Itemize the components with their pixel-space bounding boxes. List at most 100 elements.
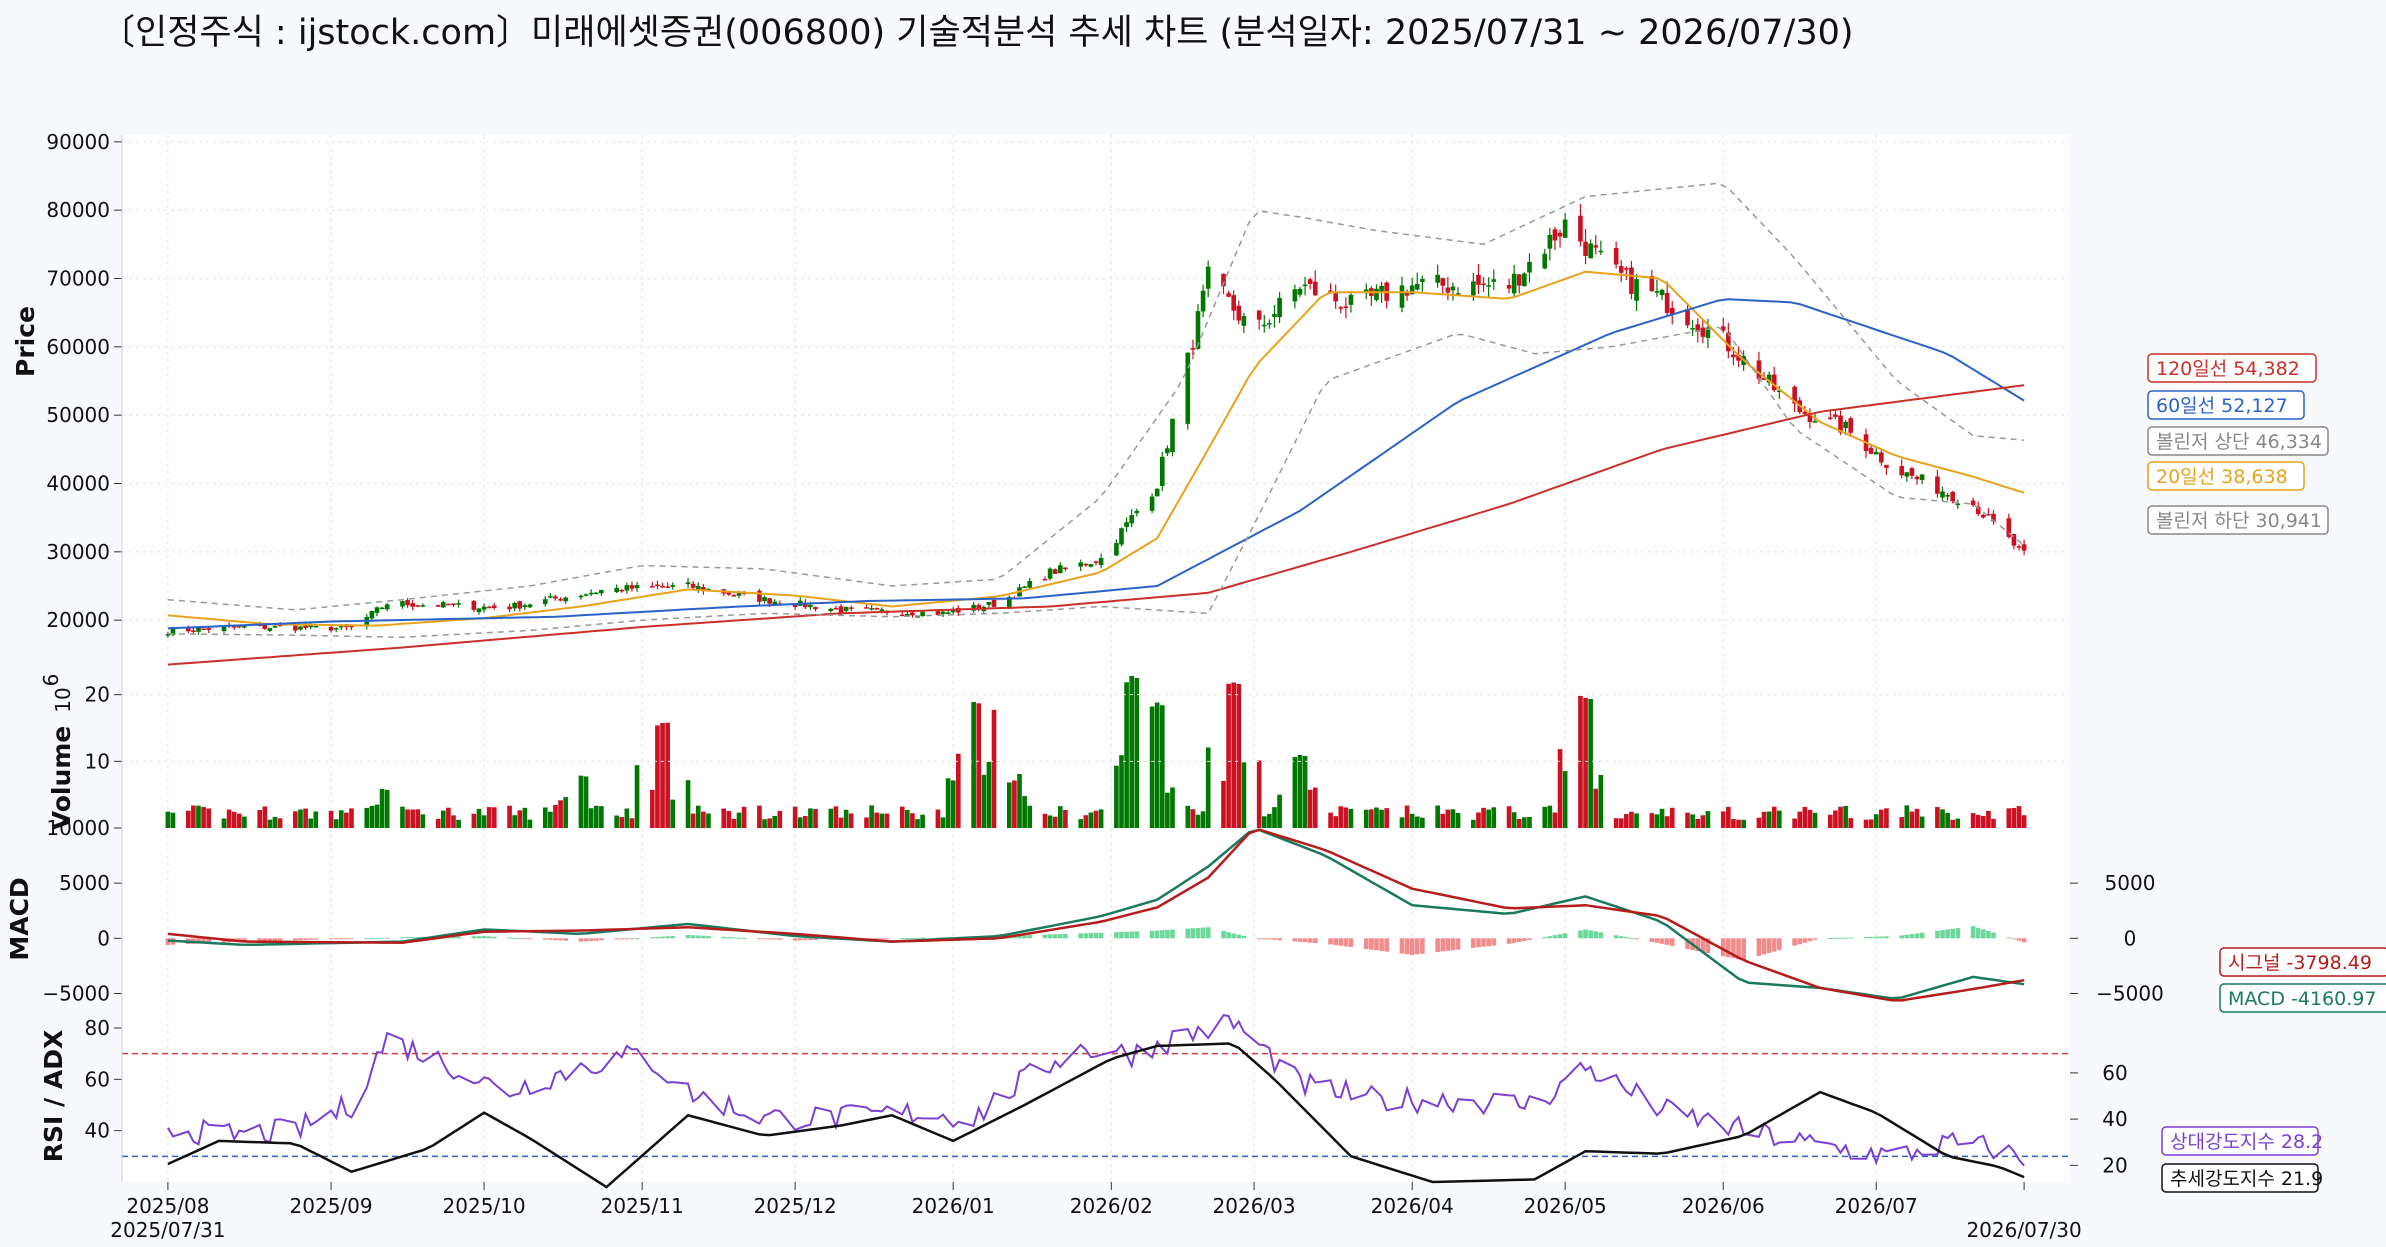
- macd-histogram-bar: [1950, 928, 1956, 939]
- macd-histogram-bar: [1236, 934, 1242, 939]
- macd-histogram-bar: [1919, 932, 1925, 939]
- price-ytick-label: 60000: [46, 335, 110, 359]
- macd-ytick-label-right: 5000: [2105, 871, 2156, 895]
- macd-histogram-bar: [1598, 932, 1604, 939]
- candle-body: [1807, 414, 1813, 422]
- macd-ytick-label-left: 5000: [59, 871, 110, 895]
- macd-histogram-bar: [277, 938, 283, 941]
- price-ytick-label: 90000: [46, 130, 110, 154]
- candle-body: [879, 609, 885, 611]
- volume-bar: [333, 819, 339, 828]
- volume-bar: [1777, 810, 1782, 828]
- volume-bar: [879, 813, 885, 828]
- macd-histogram-bar: [1685, 938, 1690, 949]
- volume-bar: [1185, 805, 1191, 828]
- candle-body: [1047, 568, 1053, 579]
- volume-bar: [206, 808, 212, 828]
- volume-bar: [1547, 805, 1553, 828]
- volume-bar: [1598, 775, 1604, 828]
- volume-bar: [1012, 780, 1017, 828]
- candle-body: [2016, 546, 2022, 548]
- volume-bar: [2016, 806, 2022, 828]
- volume-bar: [242, 816, 247, 828]
- volume-bar: [1114, 765, 1119, 828]
- macd-axis-label: MACD: [5, 877, 34, 960]
- candle-body: [262, 623, 268, 629]
- volume-bar: [384, 789, 390, 828]
- macd-histogram-bar: [1970, 926, 1976, 939]
- macd-histogram-bar: [1756, 938, 1762, 956]
- volume-bar: [1435, 805, 1440, 828]
- candle-body: [1828, 417, 1833, 420]
- candle-body: [655, 584, 660, 587]
- candle-body: [1771, 374, 1777, 391]
- volume-bar: [1649, 813, 1655, 828]
- volume-bar: [1165, 792, 1170, 828]
- volume-bar: [1455, 812, 1461, 828]
- x-tick-label: 2025/10: [443, 1194, 526, 1218]
- macd-histogram-bar: [910, 937, 915, 939]
- volume-bar: [517, 810, 523, 828]
- volume-bar: [563, 797, 568, 828]
- macd-histogram-bar: [486, 936, 492, 939]
- candle-body: [599, 590, 604, 594]
- macd-histogram-bar: [1593, 931, 1599, 939]
- candle-body: [762, 597, 767, 602]
- macd-histogram-bar: [1450, 938, 1456, 951]
- candle-body: [1098, 558, 1104, 566]
- volume-bar: [813, 809, 818, 828]
- candle-body: [1042, 578, 1048, 581]
- candle-body: [1022, 586, 1027, 589]
- macd-histogram-bar: [1904, 934, 1910, 939]
- volume-bar: [1445, 809, 1451, 828]
- volume-bar: [1022, 796, 1027, 828]
- candle-body: [170, 628, 176, 635]
- candle-body: [1511, 273, 1517, 294]
- volume-bar: [772, 816, 778, 828]
- macd-histogram-bar: [1369, 938, 1374, 950]
- price-axis-label: Price: [11, 306, 40, 377]
- volume-bar: [1027, 805, 1033, 828]
- macd-histogram-bar: [267, 938, 273, 941]
- volume-bar: [293, 811, 298, 828]
- candle-body: [848, 607, 854, 609]
- candle-body: [1338, 307, 1344, 309]
- macd-histogram-bar: [553, 938, 558, 941]
- volume-bar: [481, 815, 487, 828]
- macd-histogram-bar: [1022, 935, 1027, 939]
- volume-bar: [1476, 812, 1481, 828]
- candle-body: [1256, 310, 1262, 320]
- candle-body: [1705, 327, 1711, 338]
- candle-body: [1690, 328, 1695, 330]
- volume-bar: [797, 817, 803, 828]
- volume-bar: [619, 817, 625, 828]
- label-macd: MACD -4160.97: [2228, 988, 2376, 1010]
- candle-body: [1736, 354, 1741, 361]
- volume-bar: [1450, 809, 1456, 828]
- volume-bar: [1088, 812, 1094, 828]
- volume-bar: [1736, 819, 1741, 828]
- macd-histogram-bar: [614, 938, 619, 940]
- volume-bar: [1904, 805, 1910, 828]
- volume-bar: [2006, 808, 2012, 828]
- candle-body: [471, 600, 477, 610]
- volume-bar: [1879, 809, 1884, 828]
- volume-bar: [415, 809, 421, 828]
- price-line-bb-lower: [167, 326, 2025, 639]
- volume-bar: [405, 809, 410, 828]
- macd-histogram-bar: [1348, 938, 1354, 948]
- volume-bar: [196, 805, 201, 828]
- volume-bar: [1578, 695, 1583, 828]
- macd-histogram-bar: [1471, 938, 1476, 948]
- volume-bar: [1047, 815, 1053, 828]
- volume-bar: [1297, 754, 1303, 828]
- candle-body: [1838, 415, 1843, 433]
- volume-bar: [1797, 811, 1803, 828]
- volume-bar: [1659, 808, 1665, 828]
- macd-histogram-bar: [1384, 938, 1389, 952]
- candle-body: [1165, 448, 1170, 454]
- macd-histogram-bar: [201, 938, 206, 944]
- volume-bar: [874, 812, 880, 828]
- volume-bar: [553, 805, 558, 828]
- volume-bar: [614, 815, 619, 828]
